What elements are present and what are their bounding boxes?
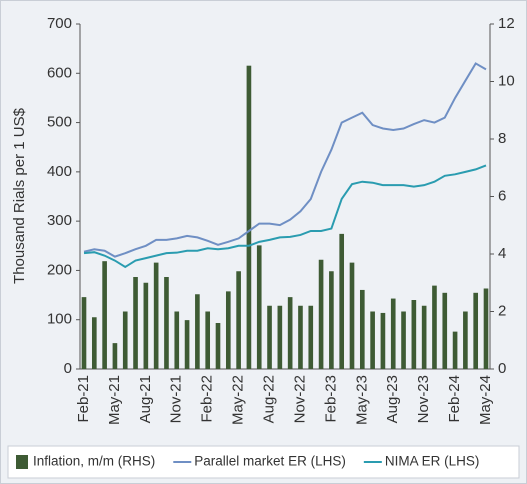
x-tick-label: Feb-22 xyxy=(199,375,216,423)
bar xyxy=(236,271,241,369)
bar xyxy=(329,271,334,369)
bar xyxy=(380,312,386,369)
bar xyxy=(287,297,293,369)
bar xyxy=(102,261,107,369)
bar xyxy=(91,317,97,369)
legend xyxy=(7,445,520,479)
x-tick-label: May-24 xyxy=(477,375,494,425)
bar xyxy=(463,311,468,369)
bar xyxy=(421,305,427,369)
bar xyxy=(195,294,200,369)
y2-tick-label: 4 xyxy=(498,245,506,262)
legend-label: Parallel market ER (LHS) xyxy=(194,454,346,469)
bar xyxy=(339,233,345,369)
y2-tick-label: 2 xyxy=(498,302,506,319)
y-tick-label: 400 xyxy=(47,163,72,180)
bar xyxy=(473,292,479,369)
bar xyxy=(81,297,87,369)
bar xyxy=(215,323,221,369)
bar xyxy=(205,311,211,369)
y2-tick-label: 6 xyxy=(498,187,506,204)
bar xyxy=(225,291,231,369)
y-axis-title: Thousand Rials per 1 US$ xyxy=(11,107,28,284)
bar xyxy=(359,289,365,369)
y2-tick-label: 0 xyxy=(498,360,506,377)
bar xyxy=(267,305,272,369)
bar xyxy=(308,305,314,369)
legend-label: Inflation, m/m (RHS) xyxy=(33,454,155,469)
bar xyxy=(164,277,169,369)
x-tick-label: Nov-23 xyxy=(415,375,432,423)
bar xyxy=(174,311,180,369)
y-tick-label: 500 xyxy=(47,114,72,131)
x-tick-label: Nov-21 xyxy=(168,375,185,423)
bar xyxy=(153,262,159,369)
y-tick-label: 100 xyxy=(47,311,72,328)
bar xyxy=(112,343,118,369)
y-tick-label: 200 xyxy=(47,261,72,278)
bar xyxy=(432,285,437,369)
bar xyxy=(442,292,448,369)
bar xyxy=(452,331,458,369)
legend-swatch xyxy=(16,455,28,469)
x-tick-label: May-23 xyxy=(353,375,370,425)
x-tick-label: Feb-24 xyxy=(446,375,463,423)
x-tick-label: May-21 xyxy=(106,375,123,425)
bar xyxy=(256,245,262,369)
bar xyxy=(133,277,138,369)
y-tick-label: 0 xyxy=(64,360,72,377)
line xyxy=(83,164,487,269)
bar xyxy=(411,300,417,369)
bar xyxy=(318,259,324,369)
x-tick-label: Feb-21 xyxy=(75,375,92,423)
y2-tick-label: 8 xyxy=(498,130,506,147)
y-tick-label: 300 xyxy=(47,212,72,229)
y2-tick-label: 12 xyxy=(498,15,515,32)
bar xyxy=(401,311,406,369)
bar xyxy=(277,305,283,369)
x-tick-label: Aug-21 xyxy=(137,375,154,423)
bar xyxy=(349,262,355,369)
bar xyxy=(298,305,303,369)
bar xyxy=(143,282,149,369)
bar xyxy=(370,311,375,369)
bar xyxy=(122,311,128,369)
line xyxy=(83,62,487,258)
bar xyxy=(246,65,252,369)
x-tick-label: Nov-22 xyxy=(291,375,308,423)
x-tick-label: Aug-23 xyxy=(384,375,401,423)
y2-tick-label: 10 xyxy=(498,72,515,89)
x-tick-label: Feb-23 xyxy=(322,375,339,423)
bar xyxy=(390,298,396,369)
x-tick-label: May-22 xyxy=(230,375,247,425)
bar xyxy=(483,288,489,369)
y-tick-label: 700 xyxy=(47,15,72,32)
legend-label: NIMA ER (LHS) xyxy=(385,454,480,469)
x-tick-label: Aug-22 xyxy=(261,375,278,423)
y-tick-label: 600 xyxy=(47,64,72,81)
bar xyxy=(184,320,190,369)
